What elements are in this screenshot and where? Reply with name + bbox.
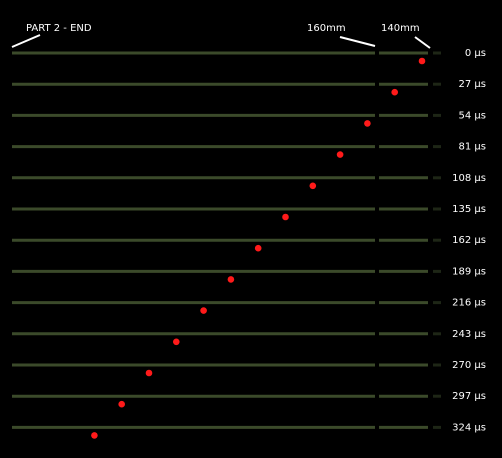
tracer-dot <box>336 151 344 158</box>
tracer-dot <box>282 213 289 221</box>
tracer-dot <box>200 307 207 314</box>
tracer-dot <box>418 57 426 65</box>
tracer-dot <box>391 88 399 96</box>
tracer-dot <box>145 369 153 377</box>
time-label: 243 µs <box>452 329 486 340</box>
marker-line <box>339 36 376 47</box>
tracer-dot <box>364 120 371 127</box>
tracer-dot <box>173 338 180 346</box>
time-label: 270 µs <box>452 360 486 371</box>
distance-label: 160mm <box>307 23 346 34</box>
marker-line <box>11 34 41 48</box>
tracer-dot <box>91 432 98 439</box>
tracer-dot <box>254 244 262 252</box>
time-label: 297 µs <box>452 391 486 402</box>
time-label: 27 µs <box>459 79 486 90</box>
time-label: 0 µs <box>465 48 486 59</box>
distance-label: 140mm <box>381 23 420 34</box>
time-label: 216 µs <box>452 298 486 309</box>
tracer-dot <box>118 400 125 408</box>
time-label: 135 µs <box>452 204 486 215</box>
time-label: 81 µs <box>459 142 486 153</box>
time-label: 189 µs <box>452 266 486 277</box>
tracer-dot <box>227 276 235 283</box>
marker-line <box>414 36 431 49</box>
time-label: 54 µs <box>459 110 486 121</box>
tracer-dot <box>309 182 317 190</box>
time-label: 324 µs <box>452 422 486 433</box>
time-label: 162 µs <box>452 235 486 246</box>
time-label: 108 µs <box>452 173 486 184</box>
rows: 0 µs 27 µs 54 µs 81 µs 108 µs 135 µs 162 µs 189… <box>12 48 486 439</box>
part-label: PART 2 - END <box>26 23 92 34</box>
